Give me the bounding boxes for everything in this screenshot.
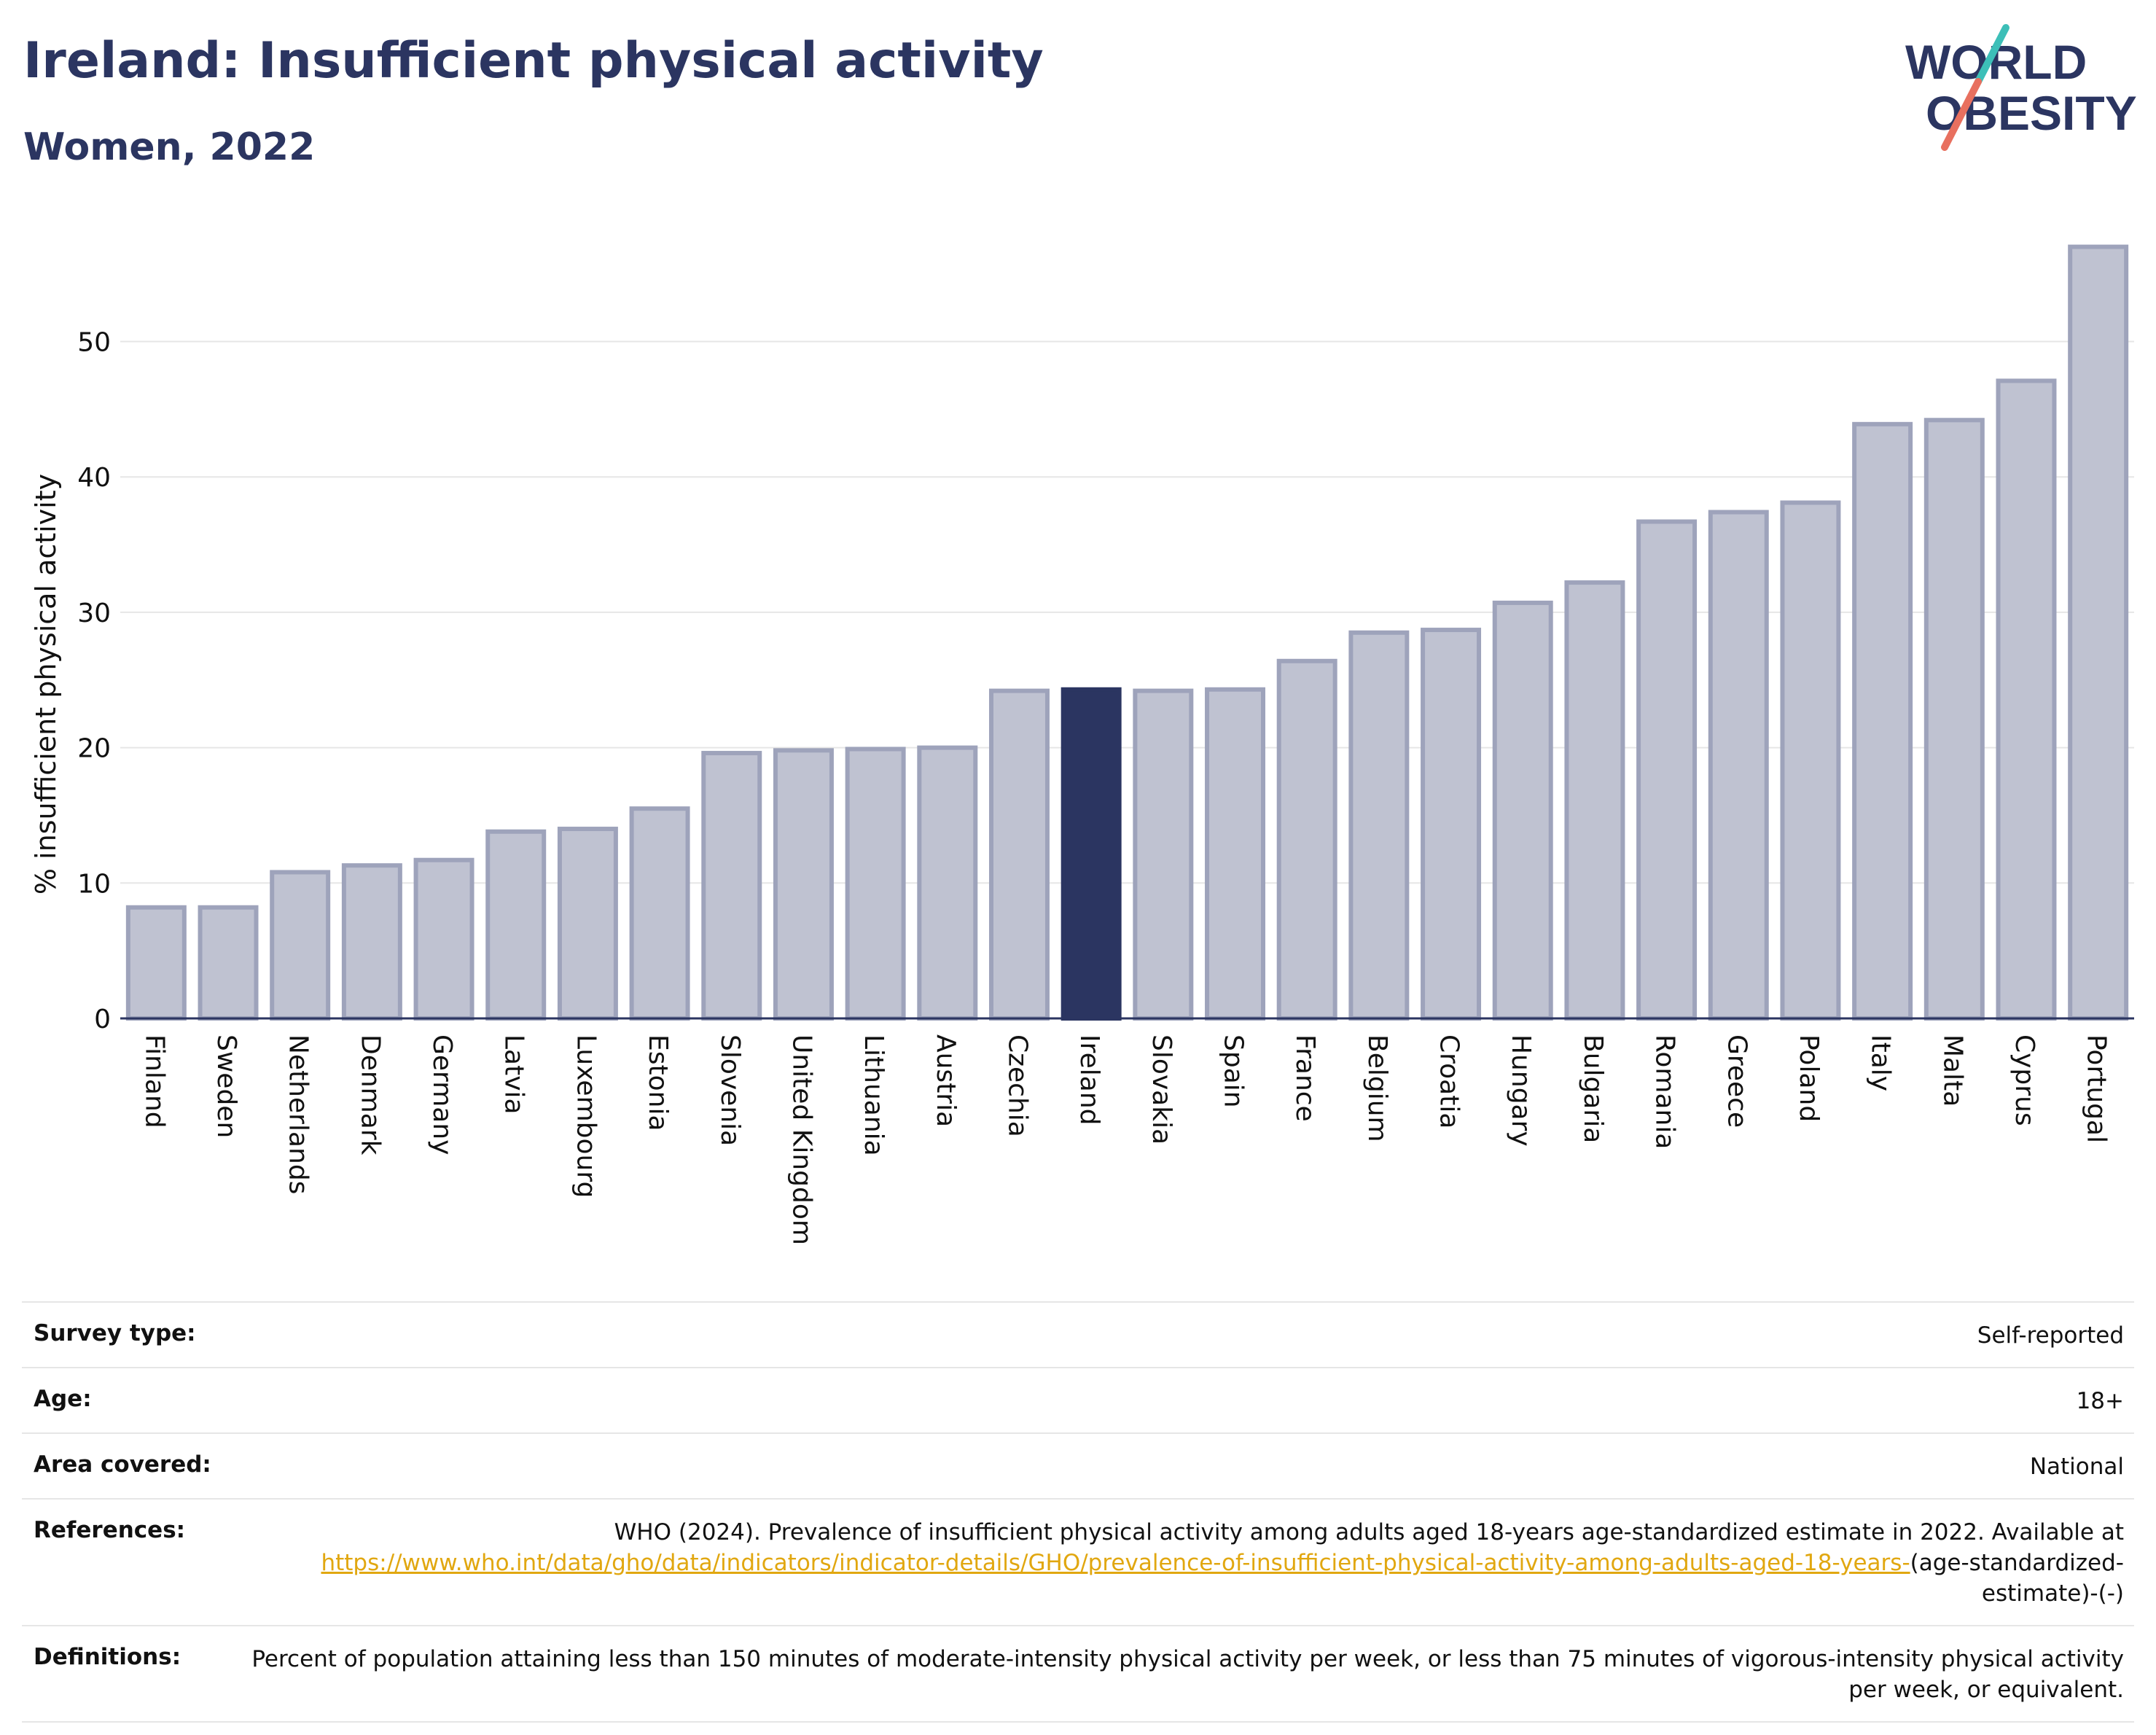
logo-slash-teal — [1975, 24, 2009, 85]
x-tick-label: France — [1290, 1034, 1320, 1122]
bar-malta — [1923, 418, 1985, 1021]
bar-greece — [1708, 510, 1769, 1021]
bars — [125, 244, 2129, 1021]
x-tick-label: Germany — [427, 1034, 457, 1155]
bar-france — [1276, 658, 1337, 1021]
meta-value: Percent of population attaining less tha… — [251, 1646, 2124, 1703]
bar-luxembourg — [557, 827, 618, 1021]
y-axis-label: % insufficient physical activity — [30, 474, 62, 894]
x-tick-label: Lithuania — [859, 1034, 888, 1156]
x-tick-label: Italy — [1866, 1034, 1896, 1091]
meta-row-definitions: Definitions: Percent of population attai… — [22, 1625, 2134, 1723]
bar-bulgaria — [1564, 580, 1625, 1021]
bar-cyprus — [1996, 378, 2057, 1021]
x-tick-label: Greece — [1722, 1034, 1751, 1128]
x-tick-label: Bulgaria — [1578, 1034, 1608, 1143]
meta-label: Definitions: — [34, 1644, 181, 1670]
meta-row-area-covered: Area covered: National — [22, 1432, 2134, 1498]
bar-italy — [1852, 421, 1913, 1021]
meta-label: Age: — [34, 1386, 92, 1412]
x-tick-label: Austria — [931, 1034, 961, 1127]
bar-germany — [413, 857, 474, 1021]
bar-austria — [917, 745, 978, 1021]
x-tick-label: Luxembourg — [571, 1034, 601, 1198]
bar-slovenia — [701, 751, 762, 1021]
meta-value: National — [2029, 1454, 2124, 1480]
x-tick-label: Ireland — [1074, 1034, 1104, 1126]
x-tick-label: Czechia — [1002, 1034, 1032, 1137]
metadata-table: Survey type: Self-reported Age: 18+ Area… — [22, 1301, 2134, 1723]
meta-label: Area covered: — [34, 1451, 211, 1478]
bar-spain — [1205, 687, 1266, 1021]
logo-slash-coral — [1941, 78, 1982, 151]
y-tick-label: 40 — [77, 463, 111, 493]
bar-sweden — [198, 905, 259, 1021]
y-tick-label: 50 — [77, 328, 111, 358]
bar-netherlands — [270, 870, 331, 1021]
x-tick-label: Portugal — [2082, 1034, 2112, 1143]
meta-label: References: — [34, 1517, 186, 1543]
x-tick-label: Slovakia — [1147, 1034, 1176, 1145]
reference-text: WHO (2024). Prevalence of insufficient p… — [614, 1519, 2124, 1545]
x-tick-label: Denmark — [355, 1034, 385, 1155]
meta-value: WHO (2024). Prevalence of insufficient p… — [229, 1517, 2124, 1609]
bar-united-kingdom — [773, 748, 834, 1021]
x-tick-label: Malta — [1937, 1034, 1967, 1107]
x-tick-label: Slovenia — [715, 1034, 745, 1146]
bar-ireland — [1061, 687, 1122, 1021]
meta-row-age: Age: 18+ — [22, 1367, 2134, 1432]
reference-link[interactable]: https://www.who.int/data/gho/data/indica… — [321, 1550, 1910, 1576]
page-title: Ireland: Insufficient physical activity — [23, 32, 1044, 90]
x-tick-label: Croatia — [1434, 1034, 1464, 1128]
x-axis-labels: Finland Sweden Netherlands Denmark Germany La… — [139, 1034, 2111, 1245]
bar-romania — [1636, 519, 1698, 1021]
x-tick-label: Romania — [1650, 1034, 1680, 1149]
y-axis-ticks: 0 10 20 30 40 50 — [77, 328, 111, 1034]
x-tick-label: Hungary — [1506, 1034, 1536, 1147]
bar-chart: 0 10 20 30 40 50 Finland Sweden Netherlands Denm… — [30, 244, 2134, 1245]
x-tick-label: Estonia — [643, 1034, 673, 1131]
bar-portugal — [2068, 244, 2129, 1021]
x-tick-label: Latvia — [499, 1034, 529, 1115]
bar-hungary — [1492, 600, 1553, 1021]
x-tick-label: Cyprus — [2009, 1034, 2039, 1126]
y-tick-label: 10 — [77, 869, 111, 899]
y-tick-label: 30 — [77, 599, 111, 628]
page-subtitle: Women, 2022 — [23, 125, 316, 169]
bar-finland — [125, 905, 187, 1021]
meta-row-references: References: WHO (2024). Prevalence of in… — [22, 1498, 2134, 1625]
bar-czechia — [988, 688, 1050, 1021]
bar-belgium — [1348, 630, 1410, 1021]
world-obesity-logo: WORLD OBESITY — [1905, 24, 2137, 151]
x-tick-label: Sweden — [211, 1034, 241, 1138]
x-tick-label: Finland — [139, 1034, 169, 1128]
x-tick-label: Netherlands — [284, 1034, 313, 1194]
bar-estonia — [629, 806, 690, 1021]
reference-suffix: (age-standardized-estimate)-(-) — [1910, 1550, 2124, 1607]
meta-value: 18+ — [2076, 1388, 2124, 1414]
x-tick-label: Belgium — [1362, 1034, 1392, 1142]
x-tick-label: United Kingdom — [786, 1034, 816, 1245]
x-tick-label: Poland — [1794, 1034, 1824, 1122]
meta-row-survey-type: Survey type: Self-reported — [22, 1301, 2134, 1367]
bar-poland — [1780, 500, 1841, 1021]
bar-latvia — [485, 829, 547, 1021]
y-tick-label: 0 — [94, 1005, 111, 1034]
bar-lithuania — [845, 746, 906, 1021]
meta-label: Survey type: — [34, 1320, 196, 1346]
bar-denmark — [341, 863, 402, 1021]
meta-value: Self-reported — [1977, 1322, 2124, 1349]
y-tick-label: 20 — [77, 734, 111, 764]
x-tick-label: Spain — [1219, 1034, 1249, 1108]
bar-croatia — [1421, 628, 1482, 1021]
bar-slovakia — [1133, 688, 1194, 1021]
